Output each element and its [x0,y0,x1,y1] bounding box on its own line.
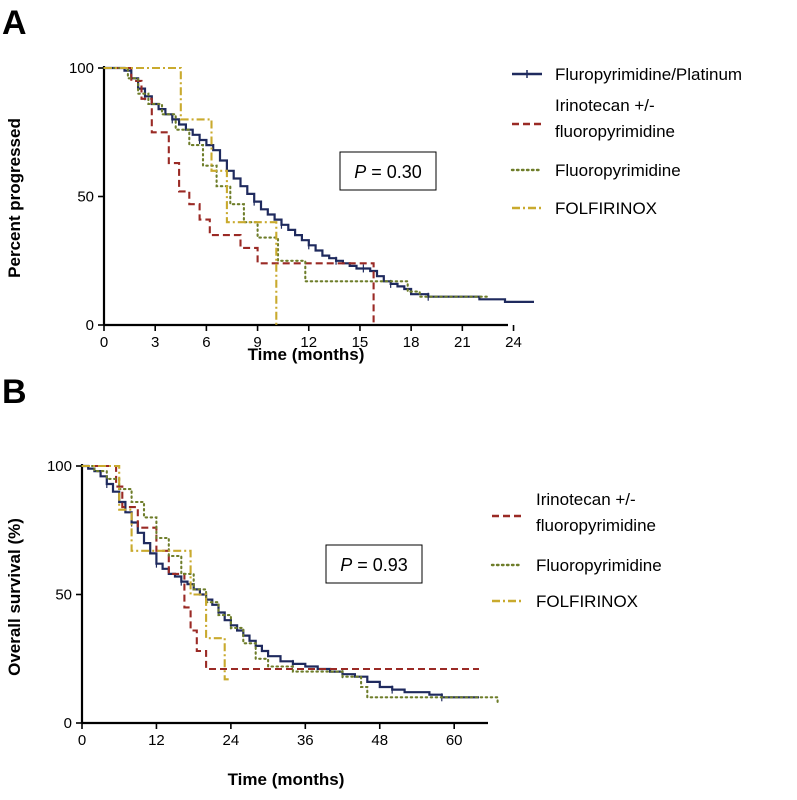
panel-a-p-rest: = 0.30 [366,162,422,182]
panel-a-series-fluoropyrimidine_platinum [104,66,534,303]
panel-b-x-tick-label: 48 [371,732,388,749]
legend-a-label-irinotecan-line1: Irinotecan +/- [555,96,655,115]
panel-b-y-tick-label: 0 [64,715,72,732]
panel-a-p-value: P = 0.30 [354,162,422,182]
panel-b-x-tick-label: 12 [148,732,165,749]
legend-b-label-irinotecan-line1: Irinotecan +/- [536,490,636,509]
panel-a-x-tick-label: 21 [454,334,471,351]
panel-a-p-value-box: P = 0.30 [339,151,437,191]
panel-a-y-tick-label: 0 [86,317,94,334]
panel-b-series [80,464,499,707]
panel-a-x-tick-label: 12 [300,334,317,351]
panel-a-x-tick-label: 24 [505,334,522,351]
panel-a-series [102,66,534,325]
panel-a-y-tick-label: 100 [69,60,94,77]
panel-b-series-irinotecan [82,464,479,671]
panel-b-series-fluoropyrimidine [80,464,499,707]
panel-a-series-folfirinox [104,66,278,325]
panel-a-p-italic: P [354,162,366,182]
legend-b-label-irinotecan: Irinotecan +/- fluoropyrimidine [536,490,656,535]
panel-a-x-tick-label: 6 [202,334,210,351]
legend-a-label-fluoropyrimidine: Fluoropyrimidine [555,161,681,180]
panel-a-series-irinotecan [104,66,375,325]
panel-b-p-rest: = 0.93 [352,555,408,575]
legend-a-label-irinotecan-line2: fluoropyrimidine [555,122,675,141]
panel-b-p-value: P = 0.93 [340,555,408,575]
panel-b-y-axis-label: Overall survival (%) [5,518,24,676]
panel-b-legend: Irinotecan +/- fluoropyrimidine Fluoropy… [490,490,662,611]
legend-a-label-folfirinox: FOLFIRINOX [555,199,657,218]
legend-b-label-fluoropyrimidine: Fluoropyrimidine [536,556,662,575]
panel-b-x-tick-label: 24 [223,732,240,749]
panel-b-p-italic: P [340,555,352,575]
panel-a-y-axis-label: Percent progressed [5,118,24,278]
panel-a-series-fluoropyrimidine [102,66,489,298]
panel-b-x-tick-label: 0 [78,732,86,749]
legend-a-irinotecan: Irinotecan +/- fluoropyrimidine [512,96,675,141]
legend-a-label-irinotecan: Irinotecan +/- fluoropyrimidine [555,96,675,141]
legend-b-label-folfirinox: FOLFIRINOX [536,592,638,611]
panel-b-series-fluoropyrimidine_platinum [82,464,479,699]
legend-a-fluoropyrimidine-platinum: Fluropyrimidine/Platinum [512,65,742,84]
panel-a: A 0 3 6 9 12 15 18 21 24 0 50 100 Percent progresse… [2,4,742,364]
panel-b-axes: 0 12 24 36 48 60 0 50 100 [47,458,488,749]
panel-b-x-tick-label: 36 [297,732,314,749]
panel-b-x-tick-label: 60 [446,732,463,749]
panel-letter-b: B [2,373,27,411]
panel-a-x-tick-label: 15 [352,334,369,351]
panel-b-y-tick-label: 50 [55,587,72,604]
panel-b: B 0 12 24 36 48 60 0 50 100 Overall survival (%)… [2,373,662,789]
legend-b-irinotecan: Irinotecan +/- fluoropyrimidine [492,490,656,535]
panel-a-x-tick-label: 0 [100,334,108,351]
panel-a-legend: Fluropyrimidine/Platinum Irinotecan +/- … [510,65,742,218]
panel-a-axes: 0 3 6 9 12 15 18 21 24 0 50 100 [69,60,522,351]
panel-b-p-value-box: P = 0.93 [325,544,423,584]
legend-a-fluoropyrimidine: Fluoropyrimidine [510,161,681,180]
panel-b-series-folfirinox [82,464,231,681]
panel-b-y-tick-label: 100 [47,458,72,475]
panel-a-p-value-frame [339,151,437,191]
panel-a-x-axis-label: Time (months) [248,345,365,364]
legend-b-folfirinox: FOLFIRINOX [492,592,638,611]
panel-a-x-tick-label: 9 [253,334,261,351]
legend-b-label-irinotecan-line2: fluoropyrimidine [536,516,656,535]
panel-b-x-axis-label: Time (months) [228,770,345,789]
panel-a-y-tick-label: 50 [77,189,94,206]
legend-b-fluoropyrimidine: Fluoropyrimidine [490,556,662,575]
panel-b-p-value-frame [325,544,423,584]
panel-a-x-tick-label: 3 [151,334,159,351]
legend-a-label-fp-platinum: Fluropyrimidine/Platinum [555,65,742,84]
panel-a-x-tick-label: 18 [403,334,420,351]
panel-letter-a: A [2,4,27,42]
legend-a-folfirinox: FOLFIRINOX [512,199,657,218]
